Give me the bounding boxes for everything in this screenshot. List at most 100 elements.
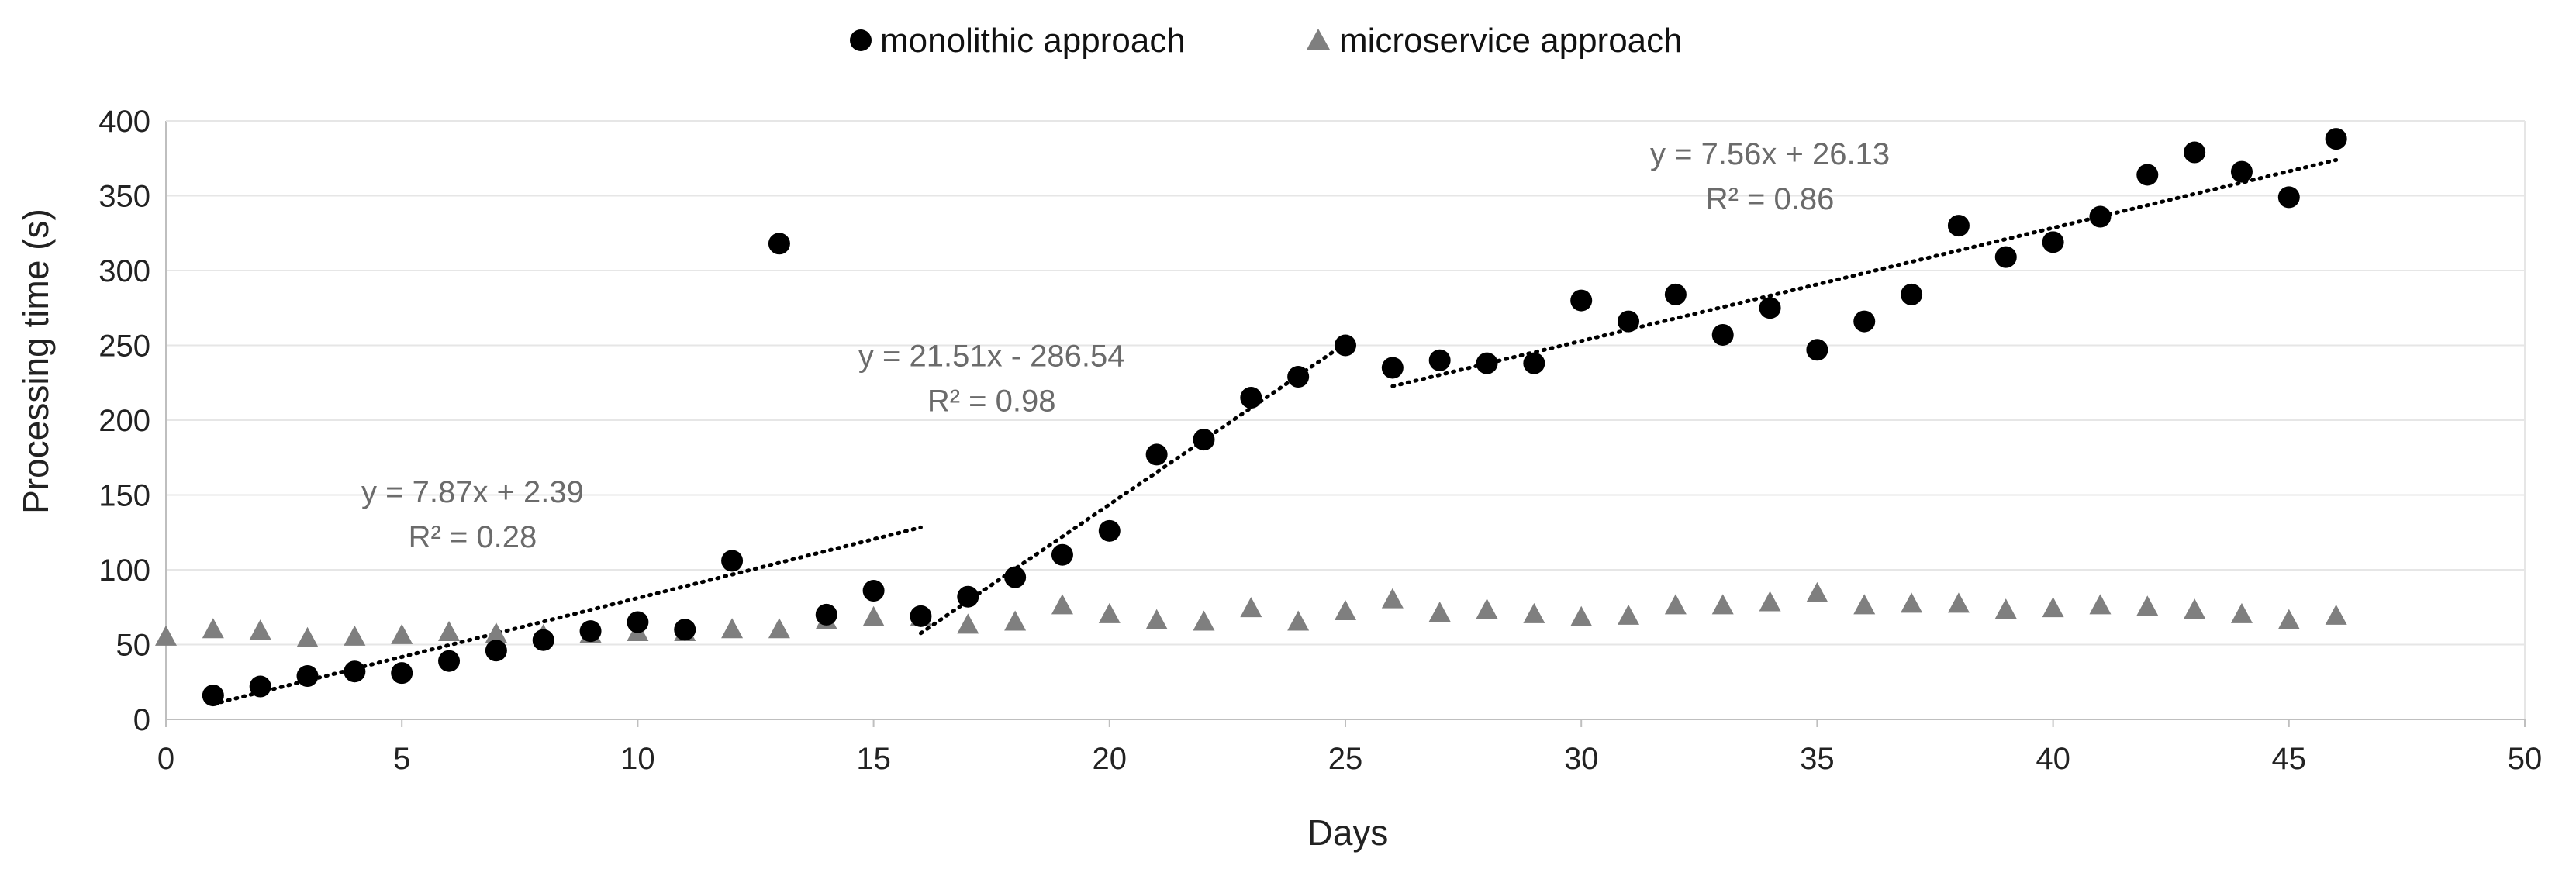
x-tick-label: 35 bbox=[1800, 742, 1835, 776]
data-point-monolithic bbox=[1193, 429, 1215, 451]
x-tick-label: 10 bbox=[620, 742, 655, 776]
y-axis-title: Processing time (s) bbox=[16, 209, 56, 514]
data-point-microservice bbox=[1287, 610, 1310, 631]
data-point-microservice bbox=[721, 618, 744, 639]
data-point-monolithic bbox=[532, 629, 554, 651]
legend-label-monolithic: monolithic approach bbox=[880, 22, 1186, 60]
legend: monolithic approach microservice approac… bbox=[850, 22, 1683, 60]
data-point-microservice bbox=[2325, 604, 2347, 625]
y-tick-label: 50 bbox=[116, 629, 151, 663]
y-tick-label: 250 bbox=[98, 329, 150, 364]
data-point-monolithic bbox=[579, 620, 602, 643]
data-point-microservice bbox=[1051, 594, 1073, 615]
data-point-monolithic bbox=[1618, 310, 1640, 333]
y-axis-ticks: 0 50 100 150 200 250 300 350 400 bbox=[98, 105, 150, 737]
data-point-monolithic bbox=[202, 685, 224, 707]
data-point-microservice bbox=[957, 613, 979, 634]
data-point-microservice bbox=[1381, 588, 1404, 609]
trendline-equation: y = 21.51x - 286.54 bbox=[858, 340, 1125, 374]
data-point-microservice bbox=[155, 625, 177, 646]
data-point-microservice bbox=[1145, 609, 1168, 629]
data-point-monolithic bbox=[2184, 141, 2206, 164]
data-point-microservice bbox=[1618, 604, 1640, 625]
data-point-monolithic bbox=[438, 650, 461, 672]
data-point-monolithic bbox=[1994, 246, 2017, 268]
x-axis-ticks: 0 5 10 15 20 25 30 35 40 45 50 bbox=[157, 719, 2542, 776]
x-tick-label: 30 bbox=[1564, 742, 1599, 776]
data-point-microservice bbox=[485, 622, 507, 643]
x-tick-label: 20 bbox=[1093, 742, 1127, 776]
data-point-microservice bbox=[1759, 591, 1781, 612]
data-point-microservice bbox=[768, 618, 790, 639]
data-point-monolithic bbox=[1853, 310, 1876, 333]
x-tick-label: 5 bbox=[393, 742, 410, 776]
data-point-monolithic bbox=[1051, 543, 1073, 566]
data-point-monolithic bbox=[768, 233, 790, 255]
data-point-microservice bbox=[438, 621, 461, 642]
data-point-monolithic bbox=[249, 675, 271, 698]
data-point-monolithic bbox=[296, 665, 319, 688]
data-point-microservice bbox=[1335, 600, 1356, 621]
data-point-microservice bbox=[1428, 601, 1451, 622]
data-point-microservice bbox=[1711, 594, 1734, 615]
x-tick-label: 50 bbox=[2508, 742, 2543, 776]
series-microservice bbox=[155, 581, 2347, 647]
data-point-monolithic bbox=[1523, 352, 1545, 374]
data-point-monolithic bbox=[627, 611, 649, 633]
data-point-microservice bbox=[2042, 597, 2064, 618]
data-point-microservice bbox=[202, 618, 224, 639]
data-point-microservice bbox=[1664, 594, 1687, 615]
data-point-microservice bbox=[1570, 605, 1593, 626]
data-point-monolithic bbox=[1759, 297, 1781, 319]
data-point-microservice bbox=[1853, 594, 1876, 615]
data-point-microservice bbox=[1240, 597, 1262, 618]
data-point-microservice bbox=[249, 619, 271, 640]
x-tick-label: 0 bbox=[157, 742, 174, 776]
data-point-microservice bbox=[391, 623, 413, 644]
trendline-r-squared: R² = 0.98 bbox=[927, 384, 1056, 419]
data-point-microservice bbox=[862, 605, 885, 626]
x-tick-label: 45 bbox=[2272, 742, 2307, 776]
legend-marker-microservice bbox=[1307, 29, 1330, 50]
x-tick-label: 25 bbox=[1328, 742, 1363, 776]
series-monolithic bbox=[202, 128, 2347, 707]
data-point-microservice bbox=[1523, 602, 1545, 623]
data-point-microservice bbox=[2184, 598, 2206, 619]
data-point-monolithic bbox=[674, 619, 696, 641]
trendline-equation: y = 7.56x + 26.13 bbox=[1650, 137, 1890, 171]
data-point-monolithic bbox=[721, 550, 744, 572]
trendline bbox=[1390, 157, 2339, 388]
data-point-monolithic bbox=[1381, 357, 1404, 379]
data-point-microservice bbox=[2089, 594, 2112, 615]
y-tick-label: 350 bbox=[98, 180, 150, 214]
data-point-microservice bbox=[1476, 598, 1498, 619]
data-point-microservice bbox=[296, 626, 319, 647]
data-point-microservice bbox=[1947, 592, 1970, 613]
data-point-monolithic bbox=[1145, 443, 1168, 466]
data-point-monolithic bbox=[1287, 366, 1310, 388]
data-point-monolithic bbox=[910, 605, 932, 627]
data-point-microservice bbox=[1193, 610, 1215, 631]
data-point-monolithic bbox=[391, 662, 413, 685]
y-tick-label: 0 bbox=[133, 703, 150, 737]
data-point-monolithic bbox=[1004, 566, 1027, 588]
trendline bbox=[211, 525, 923, 706]
data-point-monolithic bbox=[2277, 186, 2300, 209]
data-point-monolithic bbox=[1570, 289, 1593, 312]
data-point-monolithic bbox=[1335, 334, 1356, 357]
data-point-microservice bbox=[1098, 602, 1121, 623]
trendline-equation: y = 7.87x + 2.39 bbox=[361, 475, 584, 509]
trendlines bbox=[211, 157, 2339, 706]
data-point-monolithic bbox=[1428, 349, 1451, 371]
data-point-microservice bbox=[2230, 602, 2253, 623]
data-point-monolithic bbox=[1240, 387, 1262, 409]
data-point-monolithic bbox=[2136, 164, 2159, 186]
data-point-microservice bbox=[1994, 598, 2017, 619]
trendline bbox=[918, 341, 1348, 636]
data-point-monolithic bbox=[1476, 352, 1498, 374]
y-tick-label: 200 bbox=[98, 404, 150, 438]
data-point-monolithic bbox=[2230, 160, 2253, 183]
data-point-microservice bbox=[344, 625, 366, 646]
